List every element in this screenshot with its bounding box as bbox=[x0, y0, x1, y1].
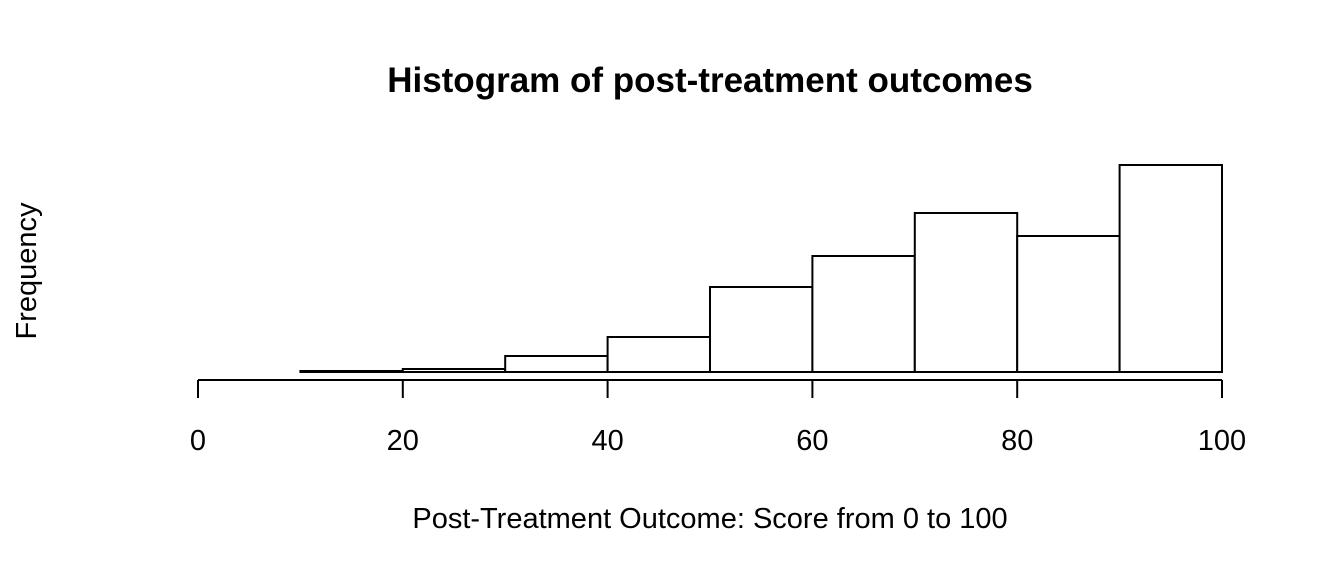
x-tick-label: 60 bbox=[796, 425, 828, 457]
chart-title: Histogram of post-treatment outcomes bbox=[387, 61, 1033, 100]
histogram-bar bbox=[913, 212, 1019, 373]
histogram-bar bbox=[504, 355, 609, 373]
x-tick-label: 0 bbox=[190, 425, 206, 457]
histogram-bars bbox=[299, 164, 1223, 373]
histogram-bar bbox=[606, 336, 711, 373]
y-axis-label: Frequency bbox=[11, 202, 43, 340]
histogram-bar bbox=[401, 368, 507, 373]
histogram-bar bbox=[1118, 164, 1223, 373]
x-tick-label: 20 bbox=[387, 425, 419, 457]
x-tick-label: 80 bbox=[1001, 425, 1033, 457]
x-tick-label: 100 bbox=[1198, 425, 1246, 457]
histogram-bar bbox=[299, 370, 404, 373]
histogram-bar bbox=[1016, 235, 1121, 373]
x-axis: 0 20 40 60 80 100 bbox=[190, 379, 1246, 457]
x-tick-label: 40 bbox=[591, 425, 623, 457]
histogram-bar bbox=[709, 286, 814, 373]
x-axis-label: Post-Treatment Outcome: Score from 0 to … bbox=[412, 503, 1007, 535]
histogram-bar bbox=[811, 255, 916, 373]
